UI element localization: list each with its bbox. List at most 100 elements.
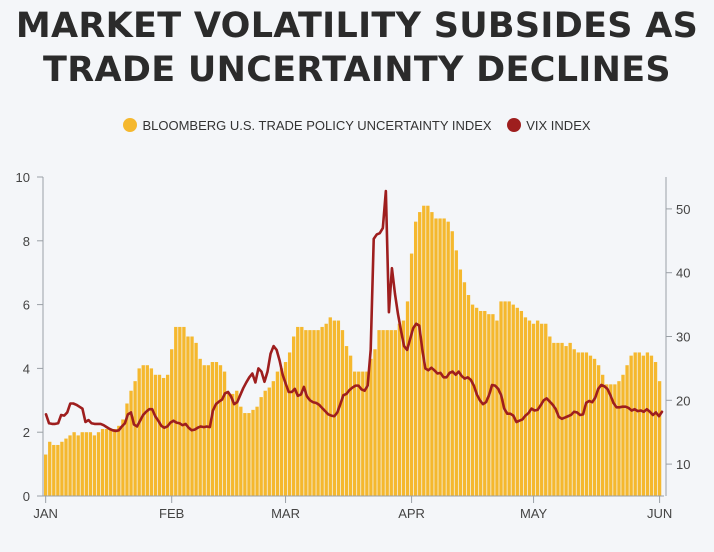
uncertainty-bar <box>466 295 471 496</box>
uncertainty-bar <box>645 352 650 496</box>
uncertainty-bar <box>426 205 430 496</box>
uncertainty-bar <box>222 371 227 496</box>
right-tick-label: 40 <box>676 266 690 281</box>
right-tick-label: 20 <box>676 393 690 408</box>
uncertainty-bar <box>544 323 548 496</box>
right-tick-label: 10 <box>676 457 690 472</box>
uncertainty-bar <box>332 320 336 496</box>
uncertainty-bar <box>88 432 93 496</box>
uncertainty-bar <box>243 413 247 496</box>
uncertainty-bar <box>527 320 532 496</box>
uncertainty-bar <box>145 365 149 496</box>
uncertainty-bar <box>511 304 515 496</box>
uncertainty-bar <box>214 362 219 496</box>
uncertainty-bar <box>548 336 552 496</box>
uncertainty-bar <box>255 406 259 496</box>
uncertainty-bar <box>60 441 64 496</box>
uncertainty-bar <box>495 320 499 496</box>
x-tick-label: JUN <box>647 506 672 521</box>
uncertainty-bar <box>487 314 491 496</box>
uncertainty-bar <box>92 435 97 496</box>
uncertainty-bar <box>361 371 365 496</box>
uncertainty-bar <box>405 301 410 496</box>
legend-label-vix: VIX INDEX <box>526 118 591 133</box>
uncertainty-bar <box>348 355 353 496</box>
uncertainty-bar <box>100 429 105 496</box>
uncertainty-bar <box>251 409 255 496</box>
uncertainty-bar <box>44 454 48 496</box>
uncertainty-bar <box>576 352 580 496</box>
uncertainty-bar <box>389 330 393 496</box>
uncertainty-bar <box>605 384 609 496</box>
uncertainty-bar <box>304 330 308 496</box>
uncertainty-bar <box>174 326 178 496</box>
uncertainty-bar <box>568 342 572 496</box>
left-tick-label: 0 <box>23 489 30 504</box>
uncertainty-bar <box>247 413 251 496</box>
uncertainty-bar <box>76 435 80 496</box>
uncertainty-bar <box>186 336 190 496</box>
uncertainty-bar <box>226 393 231 496</box>
uncertainty-bar <box>235 390 239 496</box>
x-tick-label: MAR <box>271 506 300 521</box>
vix-line <box>44 189 664 433</box>
x-tick-label: MAY <box>520 506 548 521</box>
uncertainty-bar <box>344 346 349 496</box>
x-tick-label: APR <box>398 506 425 521</box>
uncertainty-bar <box>637 352 641 496</box>
right-tick-label: 50 <box>676 202 690 217</box>
uncertainty-bar <box>584 352 589 496</box>
uncertainty-bar <box>113 429 117 496</box>
uncertainty-bar <box>104 429 109 496</box>
uncertainty-bar <box>515 307 519 496</box>
uncertainty-bar <box>540 323 544 496</box>
uncertainty-bar <box>259 397 263 496</box>
uncertainty-bar <box>442 218 446 496</box>
legend-item-uncertainty: BLOOMBERG U.S. TRADE POLICY UNCERTAINTY … <box>123 118 492 133</box>
uncertainty-bar <box>165 374 170 496</box>
uncertainty-bar <box>137 368 141 496</box>
uncertainty-bar <box>80 432 84 496</box>
uncertainty-bar <box>271 381 276 496</box>
uncertainty-bar <box>210 362 215 496</box>
uncertainty-bar <box>609 384 613 496</box>
uncertainty-bar <box>649 355 654 496</box>
uncertainty-bar <box>121 419 125 496</box>
uncertainty-bar <box>413 221 418 496</box>
uncertainty-bar <box>218 365 223 496</box>
uncertainty-bars <box>44 205 662 497</box>
uncertainty-bar <box>523 317 528 496</box>
uncertainty-bar <box>125 403 129 496</box>
uncertainty-bar <box>373 349 377 496</box>
left-tick-label: 6 <box>23 298 30 313</box>
uncertainty-bar <box>96 432 101 496</box>
x-axis: JAN FEB MAR APR MAY JUN <box>33 495 672 521</box>
uncertainty-bar <box>190 336 194 496</box>
uncertainty-bar <box>72 432 76 496</box>
uncertainty-bar <box>409 253 414 496</box>
uncertainty-bar <box>369 358 373 496</box>
legend-label-uncertainty: BLOOMBERG U.S. TRADE POLICY UNCERTAINTY … <box>142 118 492 133</box>
uncertainty-bar <box>657 381 662 496</box>
right-axis: 10 20 30 40 50 <box>665 177 690 496</box>
uncertainty-bar <box>357 371 361 496</box>
uncertainty-bar <box>279 368 284 496</box>
title-line-2: TRADE UNCERTAINTY DECLINES <box>43 50 671 90</box>
uncertainty-bar <box>157 374 162 496</box>
uncertainty-bar <box>434 218 438 496</box>
uncertainty-bar <box>450 231 454 497</box>
uncertainty-bar <box>385 330 389 496</box>
uncertainty-bar <box>64 438 68 496</box>
uncertainty-bar <box>365 371 369 496</box>
uncertainty-bar <box>462 282 467 496</box>
uncertainty-bar <box>340 330 345 496</box>
uncertainty-bar <box>446 221 450 496</box>
uncertainty-bar <box>503 301 507 496</box>
legend-swatch-bars <box>123 118 138 132</box>
uncertainty-bar <box>109 429 113 496</box>
uncertainty-bar <box>48 441 52 496</box>
uncertainty-bar <box>320 326 324 496</box>
uncertainty-bar <box>377 330 381 496</box>
uncertainty-bar <box>393 330 397 496</box>
uncertainty-bar <box>621 374 625 496</box>
